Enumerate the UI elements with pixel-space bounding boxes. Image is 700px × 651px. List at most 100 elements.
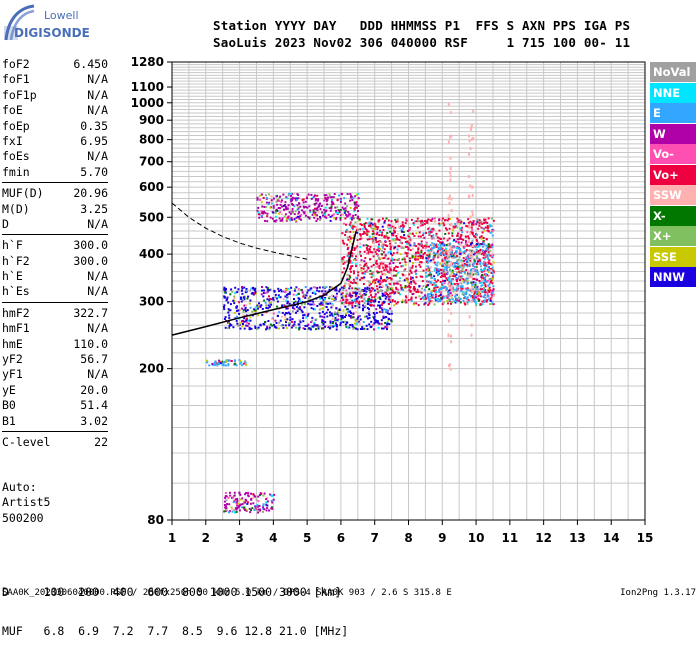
echo-point <box>396 248 399 251</box>
echo-point <box>470 257 473 260</box>
echo-point <box>429 297 432 300</box>
echo-point <box>391 257 393 260</box>
echo-point <box>363 250 366 253</box>
echo-point <box>236 498 239 500</box>
echo-point <box>421 222 424 225</box>
echo-point <box>434 254 437 257</box>
echo-point <box>362 307 364 310</box>
echo-point <box>436 264 439 267</box>
echo-point <box>369 304 372 306</box>
echo-point <box>484 270 487 273</box>
echo-point <box>394 218 397 221</box>
echo-point <box>471 233 474 236</box>
echo-point <box>285 288 288 291</box>
echo-point <box>430 282 433 284</box>
echo-point <box>475 243 478 246</box>
legend-noval: NoVal <box>650 62 696 82</box>
echo-point <box>467 218 470 221</box>
echo-point <box>223 510 226 513</box>
echo-point <box>432 289 435 292</box>
echo-point <box>298 217 301 220</box>
echo-point <box>388 269 391 272</box>
echo-point <box>446 250 449 253</box>
echo-point <box>243 320 246 323</box>
logo-line1: Lowell <box>44 9 79 22</box>
echo-point <box>423 223 426 225</box>
echo-point <box>406 252 409 255</box>
echo-point <box>376 288 379 291</box>
echo-point <box>477 298 480 300</box>
echo-point <box>478 258 481 261</box>
echo-point <box>385 308 388 311</box>
echo-point <box>370 289 373 292</box>
echo-point <box>381 225 384 228</box>
echo-point <box>340 293 343 296</box>
echo-point <box>458 222 461 225</box>
echo-point <box>293 289 296 292</box>
echo-point <box>390 259 393 262</box>
echo-point <box>308 327 311 330</box>
echo-point <box>464 300 467 303</box>
echo-point <box>225 360 228 363</box>
echo-point <box>452 245 455 248</box>
echo-point <box>448 289 451 292</box>
echo-point <box>378 322 381 325</box>
echo-point <box>444 233 447 235</box>
echo-point <box>286 300 289 303</box>
echo-point <box>382 327 385 330</box>
echo-point <box>394 231 396 234</box>
echo-point <box>418 254 421 257</box>
echo-point <box>439 290 442 293</box>
echo-point <box>364 270 367 273</box>
echo-point <box>456 234 459 237</box>
echo-point <box>428 298 431 301</box>
echo-point <box>476 295 479 298</box>
echo-point <box>272 298 275 301</box>
echo-point <box>252 493 255 496</box>
echo-point <box>380 249 383 252</box>
echo-point <box>479 261 482 264</box>
echo-point <box>419 261 422 264</box>
echo-point <box>233 312 236 314</box>
echo-point <box>299 321 302 324</box>
echo-point <box>259 509 262 512</box>
echo-point <box>366 230 369 233</box>
echo-point <box>413 243 416 246</box>
echo-point <box>436 261 439 264</box>
echo-point <box>409 249 412 252</box>
echo-point <box>450 251 453 254</box>
echo-point <box>408 282 411 285</box>
echo-point <box>395 288 398 291</box>
echo-point <box>370 320 373 323</box>
echo-point <box>375 241 378 244</box>
legend-vo-plus: Vo+ <box>650 164 696 185</box>
echo-point <box>401 299 404 302</box>
echo-point <box>370 227 373 230</box>
echo-point <box>442 301 445 304</box>
echo-point <box>490 225 493 227</box>
echo-point <box>396 301 399 304</box>
echo-point <box>248 319 250 322</box>
echo-point <box>375 233 378 236</box>
echo-point <box>389 262 391 265</box>
echo-point <box>488 245 491 248</box>
echo-point <box>256 198 259 201</box>
echo-point <box>333 193 336 195</box>
echo-point <box>443 285 446 288</box>
echo-point <box>363 226 366 229</box>
echo-point <box>426 221 429 224</box>
echo-point <box>324 305 327 308</box>
echo-point <box>264 211 267 214</box>
echo-point <box>491 279 494 282</box>
echo-point <box>225 287 227 290</box>
echo-point <box>274 215 277 218</box>
echo-point <box>327 196 329 199</box>
echo-point <box>467 194 470 198</box>
echo-point <box>491 274 494 277</box>
echo-point <box>449 178 452 182</box>
echo-point <box>267 289 270 292</box>
echo-point <box>380 307 383 310</box>
echo-point <box>271 501 274 504</box>
echo-point <box>452 253 455 256</box>
echo-point <box>469 232 472 236</box>
